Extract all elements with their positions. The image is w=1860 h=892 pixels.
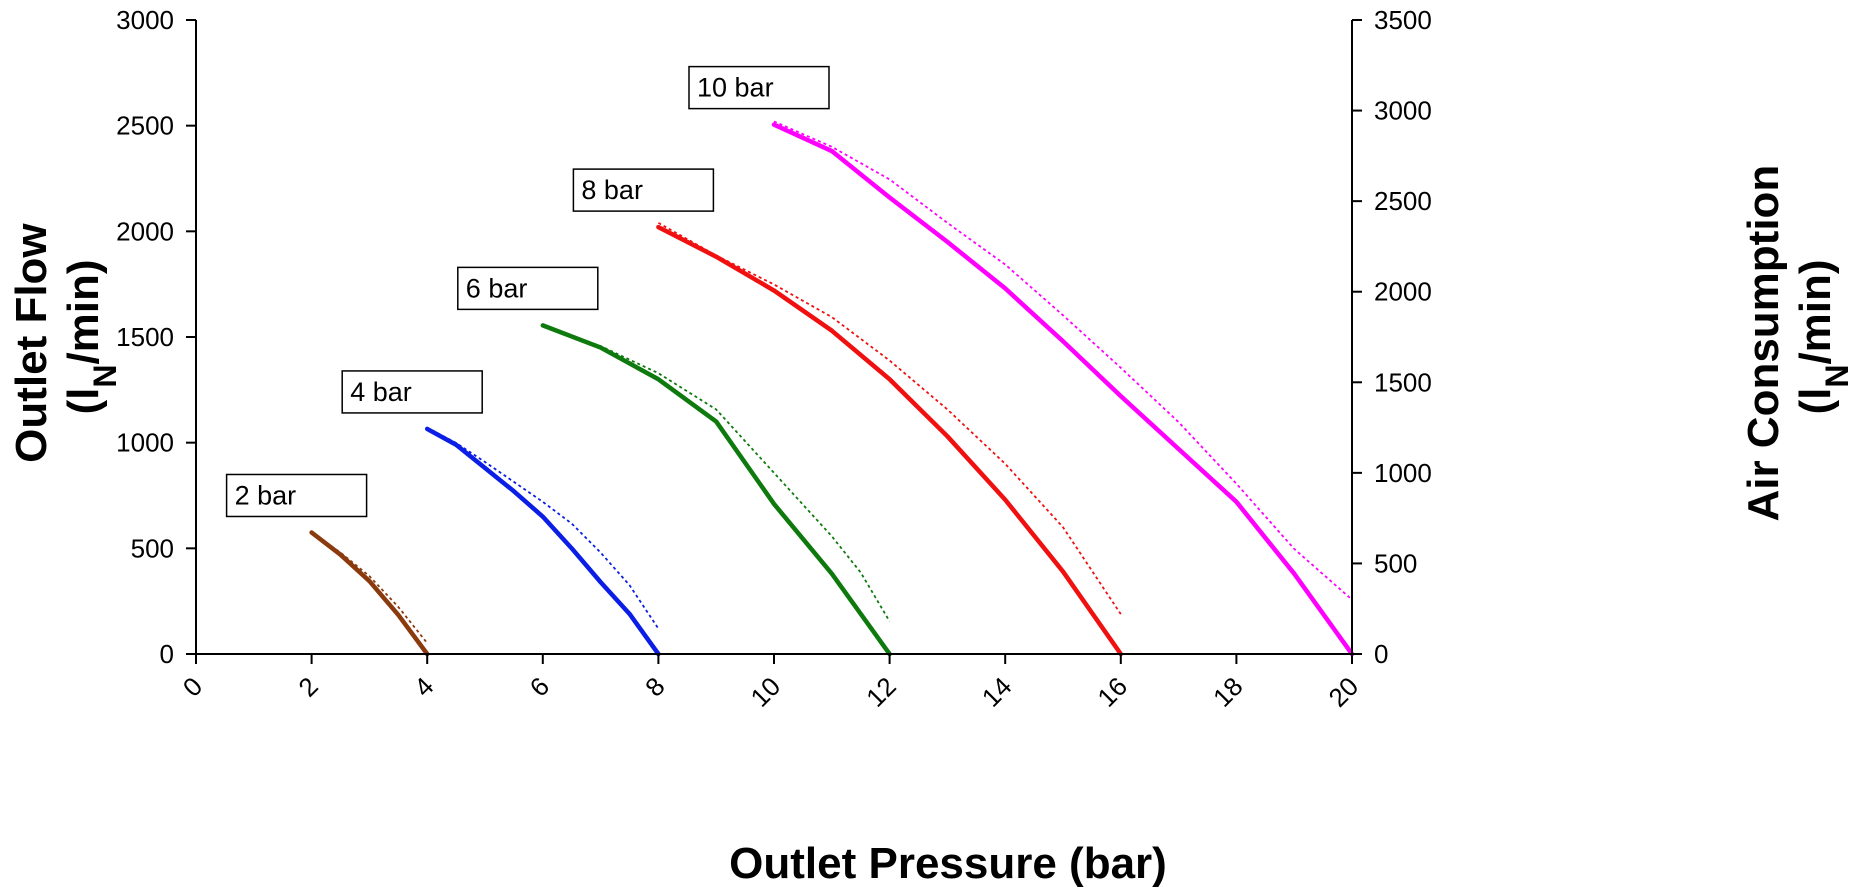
y2-axis-title-suffix: /min) xyxy=(1791,259,1840,364)
y-tick-label: 0 xyxy=(160,639,174,669)
annotation-box xyxy=(457,266,599,311)
x-axis-title: Outlet Pressure (bar) xyxy=(729,839,1167,888)
air-consumption-line-5 xyxy=(773,120,1353,601)
y-axis-title-suffix: /min) xyxy=(59,259,108,364)
outlet-flow-line-5 xyxy=(771,122,1355,657)
x-tick-label: 18 xyxy=(1207,671,1249,713)
y2-tick-label: 1500 xyxy=(1374,367,1432,397)
y2-tick-label: 2000 xyxy=(1374,277,1432,307)
x-tick-label: 2 xyxy=(292,671,323,702)
y2-axis-title-line2: (lN/min) xyxy=(1791,259,1855,414)
y2-axis-title-prefix: (l xyxy=(1791,388,1840,415)
annotation-label: 6 bar xyxy=(466,273,528,303)
outlet-flow-line-1 xyxy=(309,530,430,657)
x-tick-label: 14 xyxy=(976,671,1018,713)
air-consumption-line-2 xyxy=(426,426,660,630)
y-axis-title-prefix: (l xyxy=(59,388,108,415)
y-tick-label: 2500 xyxy=(116,111,174,141)
y2-tick-label: 3500 xyxy=(1374,5,1432,35)
air-consumption-line-4 xyxy=(657,222,1122,615)
annotation-box xyxy=(341,370,483,414)
y2-tick-label: 0 xyxy=(1374,639,1388,669)
x-tick-label: 20 xyxy=(1323,671,1365,713)
y2-tick-label: 1000 xyxy=(1374,458,1432,488)
outlet-flow-line-3 xyxy=(540,323,892,657)
y-axis-title: Outlet Flow (lN/min) xyxy=(7,211,123,463)
air-consumption-line-1 xyxy=(311,531,428,644)
annotation-layer: 2 bar 4 bar 6 bar 8 bar 10 bar xyxy=(225,65,830,518)
outlet-flow-line-2 xyxy=(424,426,661,657)
y-tick-label: 500 xyxy=(131,533,174,563)
y-axis-title-sub: N xyxy=(87,365,123,388)
x-tick-label: 12 xyxy=(860,671,902,713)
y2-axis-title-line1: Air Consumption xyxy=(1739,165,1788,522)
y-tick-label: 1500 xyxy=(116,322,174,352)
axes-layer: 0 500 1000 1500 2000 2500 3000 0 500 1000 1500 2000… xyxy=(116,5,1432,713)
y2-tick-label: 500 xyxy=(1374,548,1417,578)
series-layer xyxy=(309,120,1355,657)
annotation-box xyxy=(225,473,368,518)
annotation-label: 2 bar xyxy=(235,480,297,510)
y-axis-title-line1: Outlet Flow xyxy=(7,223,56,463)
y2-axis-title: Air Consumption (lN/min) xyxy=(1739,152,1855,521)
y2-tick-label: 2500 xyxy=(1374,186,1432,216)
x-tick-label: 8 xyxy=(639,671,670,702)
y2-axis-title-sub: N xyxy=(1819,365,1855,388)
x-tick-label: 16 xyxy=(1091,671,1133,713)
annotation-label: 8 bar xyxy=(581,175,643,205)
x-tick-label: 10 xyxy=(745,671,787,713)
annotation-box xyxy=(688,65,830,110)
outlet-flow-line-4 xyxy=(656,224,1124,657)
y-tick-label: 1000 xyxy=(116,428,174,458)
annotation-label: 10 bar xyxy=(697,73,774,103)
y-tick-label: 3000 xyxy=(116,5,174,35)
x-tick-label: 6 xyxy=(524,671,555,702)
annotation-label: 4 bar xyxy=(350,377,412,407)
x-tick-label: 4 xyxy=(408,671,439,702)
y-axis-title-line2: (lN/min) xyxy=(59,259,123,414)
y-tick-label: 2000 xyxy=(116,216,174,246)
x-tick-label: 0 xyxy=(177,671,208,702)
annotation-box xyxy=(572,168,715,212)
y2-tick-label: 3000 xyxy=(1374,96,1432,126)
